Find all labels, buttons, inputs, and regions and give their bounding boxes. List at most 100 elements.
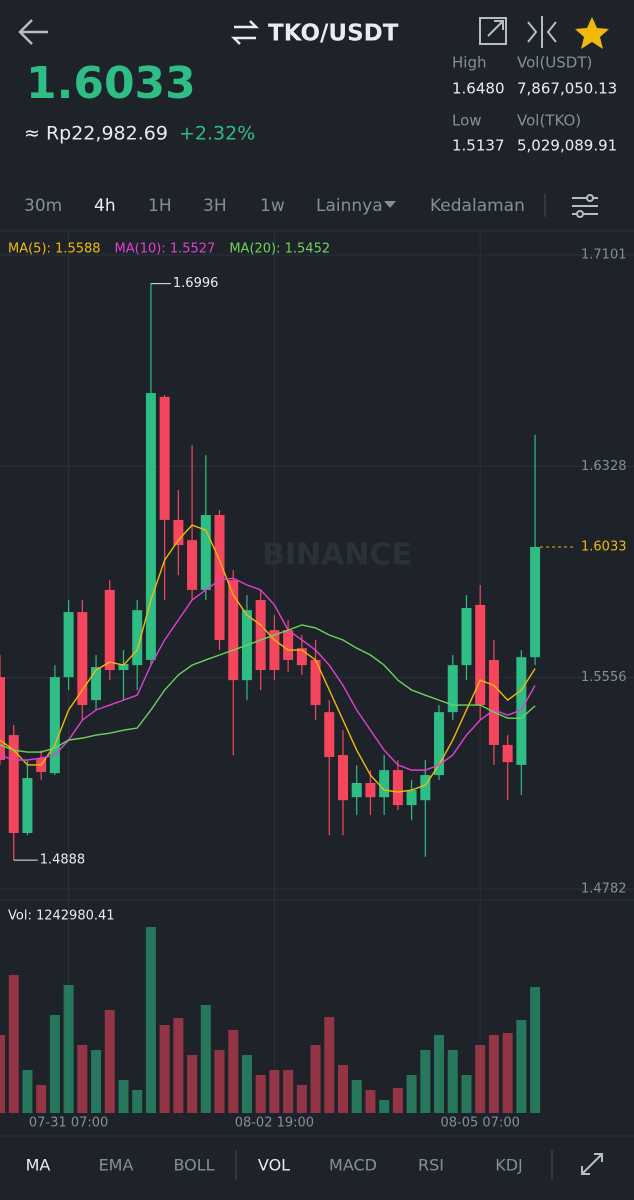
price-change: +2.32% <box>179 123 255 145</box>
more-tab[interactable]: Lainnya <box>316 196 383 216</box>
interval-tab[interactable]: 1H <box>148 196 172 216</box>
candle-body <box>475 604 486 706</box>
candle-body <box>269 630 280 671</box>
last-price: 1.6033 <box>26 58 196 109</box>
stat-value: 1.6480 <box>452 80 505 98</box>
volume-bar <box>145 927 156 1113</box>
candle-body <box>392 770 403 806</box>
depth-tab[interactable]: Kedalaman <box>430 196 525 216</box>
volume-title: Vol: 1242980.41 <box>8 909 115 924</box>
candle-body <box>338 755 348 801</box>
candle-body <box>420 775 431 801</box>
y-tick-label: 1.7101 <box>581 247 627 262</box>
indicator-tab[interactable]: KDJ <box>495 1156 523 1175</box>
volume-bar <box>420 1050 431 1113</box>
volume-bar <box>104 1010 115 1113</box>
volume-bar <box>283 1070 294 1113</box>
interval-tab[interactable]: 3H <box>203 196 227 216</box>
indicator-tab[interactable]: EMA <box>99 1156 134 1175</box>
stat-label: Low <box>452 112 482 130</box>
volume-bar <box>296 1085 307 1113</box>
favorite-icon[interactable] <box>575 17 609 49</box>
indicator-tab[interactable]: VOL <box>258 1156 290 1175</box>
volume-bar <box>77 1045 88 1113</box>
volume-bar <box>118 1080 129 1113</box>
last-price-tag <box>576 536 632 557</box>
indicator-tabs: MA EMA BOLL VOL MACD RSI KDJ <box>26 1156 523 1175</box>
pair-title[interactable]: TKO/USDT <box>268 21 399 47</box>
indicator-tab[interactable]: MACD <box>329 1156 377 1175</box>
candle-body <box>488 659 499 745</box>
candle-body <box>461 607 472 666</box>
fullscreen-icon[interactable] <box>581 1153 603 1175</box>
back-button[interactable] <box>18 19 48 45</box>
dropdown-icon <box>384 201 396 208</box>
volume-bar <box>488 1034 499 1113</box>
candle-body <box>379 770 390 798</box>
stat-value: 7,867,050.13 <box>517 80 617 98</box>
candle-body <box>0 677 5 761</box>
volume-bar <box>269 1070 280 1113</box>
ma-line <box>0 524 536 793</box>
candle-body <box>49 677 60 774</box>
candle-body <box>434 712 445 776</box>
high-label: 1.6996 <box>173 276 219 291</box>
interval-tab[interactable]: 30m <box>24 196 62 216</box>
volume-bar <box>530 987 541 1113</box>
volume-bar <box>310 1045 321 1113</box>
candle-body <box>228 580 239 681</box>
candle-body <box>310 659 321 706</box>
swap-icon[interactable] <box>230 20 260 45</box>
volume-bar <box>22 1070 33 1113</box>
volume-bar <box>214 1050 225 1113</box>
legend-entry: MA(10): 1.5527 <box>115 242 216 257</box>
volume-bar <box>241 1054 252 1113</box>
volume-bar <box>502 1033 513 1113</box>
low-label: 1.4888 <box>40 853 86 868</box>
candle-body <box>91 667 102 701</box>
candle-body <box>200 515 211 590</box>
candle-body <box>118 664 129 671</box>
share-icon[interactable] <box>479 17 507 45</box>
volume-bar <box>173 1018 184 1113</box>
indicator-tab[interactable]: MA <box>26 1156 51 1175</box>
candle-body <box>8 735 19 834</box>
volume-bar <box>365 1090 376 1113</box>
candle-body <box>516 657 527 765</box>
ma-line <box>0 624 536 753</box>
indicator-bar <box>0 1137 634 1200</box>
settings-knob <box>576 210 584 218</box>
stat-value: 5,029,089.91 <box>517 137 617 155</box>
candle-body <box>173 519 184 546</box>
volume-bar <box>132 1090 143 1113</box>
volume-bar <box>338 1065 348 1113</box>
last-price-label: 1.6033 <box>581 539 627 554</box>
x-tick-label: 08-02 19:00 <box>235 1116 314 1131</box>
compare-icon[interactable] <box>527 16 557 48</box>
candle-body <box>159 396 170 520</box>
stat-label: Vol(USDT) <box>517 54 592 72</box>
legend-entry: MA(5): 1.5588 <box>8 242 101 257</box>
interval-tab[interactable]: 1w <box>260 196 285 216</box>
volume-bar <box>461 1074 472 1113</box>
stat-label: High <box>452 54 486 72</box>
indicator-tab[interactable]: RSI <box>418 1156 444 1175</box>
volume-bar <box>516 1020 527 1113</box>
indicator-tab[interactable]: BOLL <box>173 1156 214 1175</box>
stat-value: 1.5137 <box>452 137 505 155</box>
volume-bar <box>200 1005 211 1113</box>
settings-knob <box>586 194 594 202</box>
volume-bar <box>0 1034 5 1113</box>
volume-bar <box>91 1050 102 1113</box>
volume-bar <box>406 1074 417 1113</box>
volume-bar <box>324 1017 335 1113</box>
volume-bar <box>392 1088 403 1113</box>
y-tick-label: 1.4782 <box>581 882 627 897</box>
candle-body <box>447 665 458 713</box>
candle-body <box>530 546 541 658</box>
candle-body <box>104 589 115 671</box>
volume-bar <box>49 1014 60 1113</box>
stat-label: Vol(TKO) <box>517 112 581 130</box>
interval-tab[interactable]: 4h <box>94 196 116 216</box>
